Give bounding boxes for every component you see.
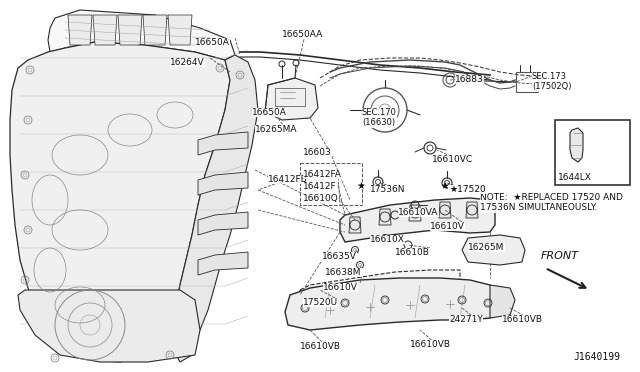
- Polygon shape: [490, 285, 515, 318]
- Polygon shape: [265, 78, 318, 120]
- Text: 16610VC: 16610VC: [432, 155, 473, 164]
- Text: 16412FB: 16412FB: [268, 175, 308, 184]
- Text: 24271Y: 24271Y: [449, 315, 483, 324]
- Text: 16650A: 16650A: [252, 108, 287, 117]
- Text: 16650A: 16650A: [195, 38, 230, 47]
- Text: J1640199: J1640199: [573, 352, 620, 362]
- Polygon shape: [285, 278, 500, 330]
- Bar: [516, 72, 538, 92]
- Polygon shape: [198, 252, 248, 275]
- Polygon shape: [349, 217, 361, 233]
- Polygon shape: [570, 128, 583, 162]
- Text: NOTE:  ★REPLACED 17520 AND
17536N SIMULTANEOUSLY.: NOTE: ★REPLACED 17520 AND 17536N SIMULTA…: [480, 193, 623, 212]
- Text: 16610B: 16610B: [395, 248, 430, 257]
- Text: 16610V: 16610V: [323, 283, 358, 292]
- Text: 16610VB: 16610VB: [502, 315, 543, 324]
- Text: 16264V: 16264V: [170, 58, 205, 67]
- Polygon shape: [168, 15, 192, 45]
- Text: 16265MA: 16265MA: [255, 125, 298, 134]
- Bar: [555, 120, 630, 185]
- Text: ★: ★: [356, 181, 365, 191]
- Text: 1644LX: 1644LX: [558, 173, 592, 182]
- Text: 16638M: 16638M: [325, 268, 362, 277]
- Text: 16603: 16603: [303, 148, 332, 157]
- Polygon shape: [300, 270, 460, 320]
- Polygon shape: [10, 42, 230, 362]
- Polygon shape: [462, 235, 525, 265]
- Text: ★: ★: [440, 181, 449, 191]
- Text: SEC.173
(17502Q): SEC.173 (17502Q): [532, 72, 572, 92]
- Text: 16610VB: 16610VB: [410, 340, 451, 349]
- Text: ★17520: ★17520: [449, 185, 486, 194]
- Polygon shape: [198, 132, 248, 155]
- Polygon shape: [143, 15, 167, 45]
- Text: 17520U: 17520U: [303, 298, 338, 307]
- Polygon shape: [198, 172, 248, 195]
- Polygon shape: [48, 10, 235, 60]
- Text: 16610V: 16610V: [430, 222, 465, 231]
- Polygon shape: [93, 15, 117, 45]
- Text: 16635V: 16635V: [322, 252, 357, 261]
- Text: FRONT: FRONT: [541, 251, 579, 261]
- Polygon shape: [198, 212, 248, 235]
- Text: 16610X: 16610X: [370, 235, 405, 244]
- Bar: [300, 163, 362, 205]
- Text: 17536N: 17536N: [370, 185, 406, 194]
- Polygon shape: [466, 202, 478, 218]
- Polygon shape: [118, 15, 142, 45]
- Polygon shape: [439, 202, 451, 218]
- Polygon shape: [165, 55, 258, 362]
- Bar: [275, 88, 305, 106]
- Text: 16883: 16883: [455, 75, 484, 84]
- Text: 16412FA: 16412FA: [303, 170, 342, 179]
- Text: 16412F: 16412F: [303, 182, 337, 191]
- Polygon shape: [340, 198, 495, 242]
- Text: 16610VA: 16610VA: [398, 208, 438, 217]
- Polygon shape: [379, 209, 391, 225]
- Text: 16610Q: 16610Q: [303, 194, 339, 203]
- Polygon shape: [409, 205, 421, 221]
- Polygon shape: [18, 290, 200, 362]
- Text: SEC.170
(16630): SEC.170 (16630): [362, 108, 397, 127]
- Polygon shape: [68, 15, 92, 45]
- Text: ★17520: ★17520: [448, 185, 484, 194]
- Text: 16610VB: 16610VB: [300, 342, 341, 351]
- Text: 16265M: 16265M: [468, 243, 504, 252]
- Text: 16650AA: 16650AA: [282, 30, 323, 39]
